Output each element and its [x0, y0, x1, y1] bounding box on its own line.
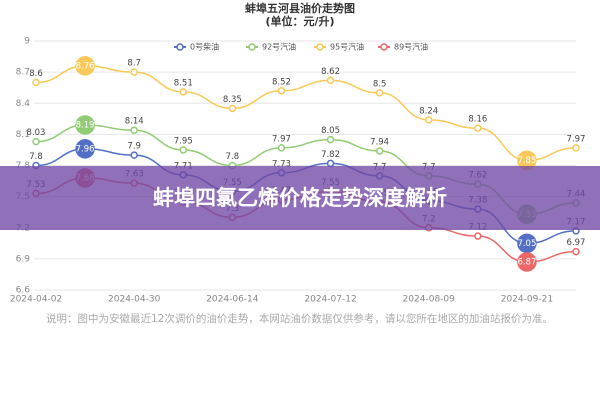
banner: 蚌埠四氯乙烯价格走势深度解析: [0, 166, 600, 230]
value-label: 8.16: [468, 115, 487, 125]
value-label: 8.51: [174, 78, 193, 88]
y-tick-label: 6.6: [16, 286, 31, 296]
legend-label: 92号汽油: [262, 42, 296, 52]
value-label: 7.8: [29, 152, 43, 162]
point: [572, 247, 580, 256]
value-label: 7.97: [272, 134, 291, 144]
legend-label: 95号汽油: [330, 42, 364, 52]
value-label: 6.87: [517, 257, 536, 267]
chart-subtitle: (单位：元/升): [265, 14, 334, 28]
value-label: 8.5: [373, 79, 387, 89]
y-tick-label: 8.7: [16, 68, 30, 78]
point: [375, 147, 384, 155]
point: [130, 126, 138, 134]
point: [32, 78, 40, 87]
point: [75, 115, 95, 135]
point: [179, 146, 188, 154]
point: [474, 124, 482, 132]
point: [228, 104, 237, 113]
chart-title: 蚌埠五河县油价走势图: [245, 1, 355, 15]
y-tick-label: 9: [24, 37, 30, 47]
value-label: 7.82: [321, 150, 340, 160]
series-line: [35, 65, 577, 162]
value-label: 8.05: [321, 126, 340, 136]
value-label: 8.24: [419, 106, 438, 116]
legend-marker: [316, 43, 324, 51]
value-label: 7.73: [272, 159, 291, 169]
point: [130, 68, 138, 76]
point: [32, 137, 40, 146]
x-tick-label: 2024-09-21: [501, 295, 553, 305]
legend-label: 89号汽油: [394, 42, 428, 52]
legend-marker: [176, 43, 184, 51]
value-label: 8.14: [125, 117, 144, 127]
value-label: 8.03: [27, 128, 46, 138]
y-tick-label: 6.9: [16, 254, 31, 264]
value-label: 7.94: [370, 137, 389, 147]
x-tick-label: 2024-04-30: [108, 295, 161, 305]
value-label: 7.96: [76, 144, 95, 154]
value-label: 7.8: [226, 152, 240, 162]
y-tick-label: 8.1: [16, 130, 30, 140]
value-label: 8.52: [272, 77, 291, 87]
point: [277, 87, 286, 95]
legend-marker: [380, 43, 388, 51]
x-tick-label: 2024-04-02: [10, 295, 62, 305]
value-label: 7.05: [517, 239, 536, 249]
point: [474, 232, 482, 240]
point: [326, 76, 335, 85]
point: [326, 135, 335, 144]
value-label: 8.62: [321, 67, 340, 77]
legend-label: 0号柴油: [190, 42, 219, 52]
note: 说明：图中为安徽最近12次调价的油价走势，本网站油价数据仅供参考，请以您所在地区…: [46, 313, 553, 325]
value-label: 7.97: [567, 134, 586, 144]
value-label: 7.95: [174, 136, 193, 146]
value-label: 8.76: [76, 61, 95, 71]
point: [179, 88, 188, 96]
y-tick-label: 8.4: [16, 99, 31, 109]
value-label: 8.7: [127, 59, 141, 69]
x-tick-label: 2024-08-09: [403, 295, 456, 305]
value-label: 6.97: [567, 238, 586, 248]
point: [75, 139, 95, 159]
point: [517, 252, 537, 272]
value-label: 8.6: [29, 69, 43, 79]
point: [424, 116, 433, 124]
value-label: 7.85: [517, 156, 536, 166]
value-label: 7.9: [127, 142, 141, 152]
point: [130, 151, 138, 159]
x-tick-label: 2024-07-12: [304, 295, 356, 305]
point: [75, 56, 95, 76]
point: [375, 89, 384, 97]
point: [572, 144, 580, 152]
value-label: 8.19: [76, 121, 95, 131]
value-label: 8.35: [223, 95, 242, 105]
legend-marker: [248, 43, 256, 51]
x-tick-label: 2024-06-14: [206, 295, 259, 305]
point: [277, 144, 286, 152]
